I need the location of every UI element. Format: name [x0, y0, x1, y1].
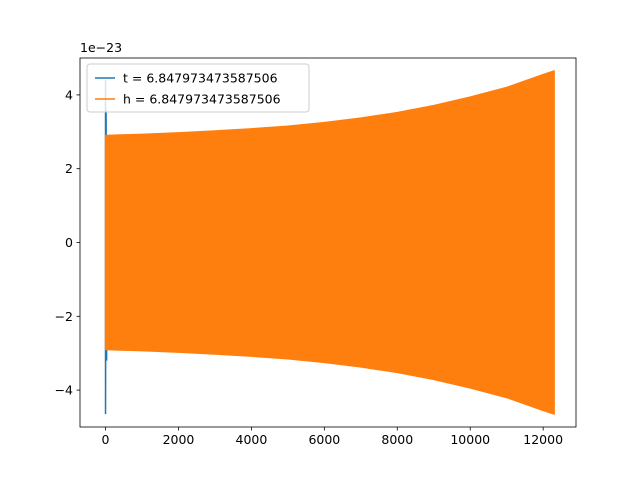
x-tick-label: 12000: [523, 432, 563, 447]
y-tick-label: 4: [65, 87, 73, 102]
legend-label-0: t = 6.847973473587506: [123, 71, 278, 86]
series-area-1: [104, 70, 555, 415]
x-tick-label: 0: [102, 432, 110, 447]
x-tick-label: 8000: [381, 432, 413, 447]
y-tick-label: 0: [65, 235, 73, 250]
legend-box: [86, 63, 310, 113]
legend-label-1: h = 6.847973473587506: [123, 92, 281, 107]
series-layer: [104, 70, 555, 415]
legend: t = 6.847973473587506 h = 6.8479734735875…: [86, 63, 310, 113]
y-offset-text: 1e−23: [80, 40, 122, 55]
x-tick-label: 6000: [308, 432, 340, 447]
x-tick-label: 2000: [163, 432, 195, 447]
x-tick-label: 10000: [450, 432, 490, 447]
y-tick-label: 2: [65, 161, 73, 176]
y-tick-label: −2: [55, 309, 73, 324]
y-tick-label: −4: [55, 383, 73, 398]
axes-layer: 0 2000 4000 6000 8000 10000 12000 −4 −2 0 2 4: [55, 57, 577, 447]
x-tick-label: 4000: [236, 432, 268, 447]
